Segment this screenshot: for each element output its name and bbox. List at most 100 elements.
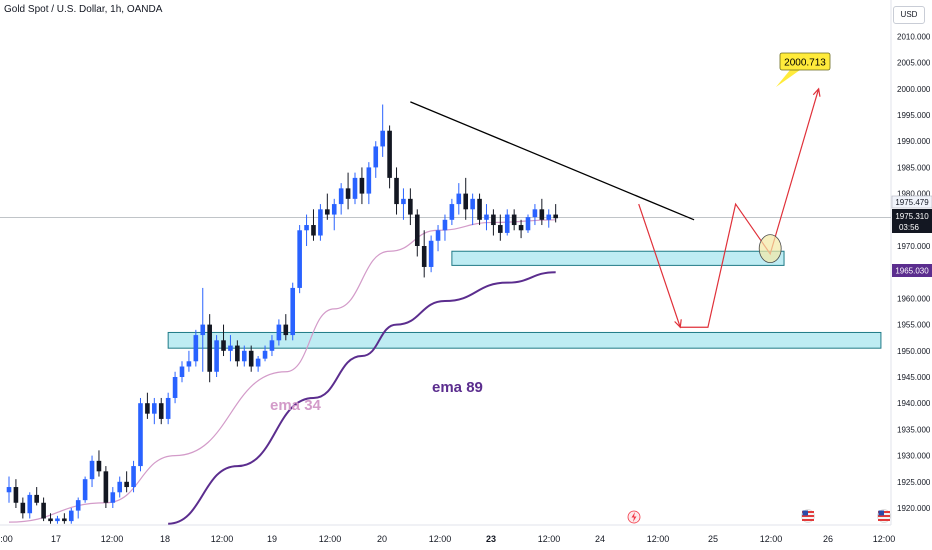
candle [421,230,427,278]
candle [200,287,206,372]
candle [48,513,53,524]
time-axis[interactable]: 2:00 17 12:00 18 12:00 19 12:00 20 12:00 23 12:00 2… [0,534,895,544]
chart-title: Gold Spot / U.S. Dollar, 1h, OANDA [4,4,163,15]
candle [331,198,337,231]
candle [255,356,261,372]
time-tick-label: 18 [160,534,170,544]
candle [338,183,344,215]
ema89-price-tag: 1965.030 [892,264,932,277]
price-tick-label: 1980.000 [897,190,931,199]
candle [504,209,510,236]
candle [387,125,392,189]
price-tick-label: 1960.000 [897,294,931,303]
candle [297,225,302,294]
price-tick-label: 1985.000 [897,163,931,172]
candle [221,324,226,357]
descending-trendline [410,101,695,221]
candle [262,345,268,362]
time-tick-label: 2:00 [0,534,13,544]
time-tick-label: 12:00 [538,534,561,544]
price-tick-label: 1995.000 [897,111,931,120]
candle [394,167,399,215]
currency-selector[interactable]: USD [893,6,925,24]
current-price-value: 1975.479 [895,198,929,207]
projection-arrowheads [674,87,821,329]
candle [456,183,462,215]
price-tick-label: 1950.000 [897,347,931,356]
candle [27,492,33,519]
candle [435,225,441,252]
candle [75,497,81,519]
ema34-label: ema 34 [270,397,322,414]
price-tick-label: 1970.000 [897,242,931,251]
price-tick-label: 2005.000 [897,59,931,68]
time-tick-label: 12:00 [319,534,342,544]
candle [20,497,26,519]
candle [68,508,74,524]
candle [449,198,455,226]
candle [408,188,413,226]
time-tick-label: 12:00 [760,534,783,544]
last-price-tag: 1975.310 03:56 [892,209,932,233]
price-tick-label: 1945.000 [897,373,931,382]
candle [13,479,19,508]
us-flag-event-icon-2[interactable] [877,509,891,523]
price-tick-label: 1955.000 [897,321,931,330]
target-callout-tail [776,70,800,87]
entry-circle [758,234,782,264]
candle [373,141,379,178]
time-tick-label: 12:00 [873,534,896,544]
candle [283,314,289,341]
candle [248,345,254,372]
price-tick-label: 1990.000 [897,137,931,146]
candle [290,282,296,341]
candle [55,515,60,524]
price-tick-label: 1935.000 [897,425,931,434]
candle [193,329,199,367]
candle [546,209,552,228]
us-flag-event-icon[interactable] [801,509,815,523]
time-tick-label: 12:00 [429,534,452,544]
time-tick-label: 19 [267,534,277,544]
candle [539,198,545,226]
arrowhead [812,87,821,97]
candle [103,466,109,508]
candle [366,162,372,205]
projection-path [638,88,820,328]
candle [414,209,420,257]
candle [352,172,358,205]
candle [235,340,240,367]
time-tick-label: 20 [377,534,387,544]
time-tick-label: 26 [823,534,833,544]
target-price-label: 2000.713 [784,58,826,69]
candle [491,209,496,236]
candle [477,193,482,226]
time-tick-label: 24 [595,534,605,544]
candle [228,335,233,362]
candle [145,392,150,419]
time-tick-label: 12:00 [211,534,234,544]
candle [6,476,12,503]
target-callout-box [779,52,831,71]
candle [96,450,102,477]
ema89-line [168,271,556,525]
price-tick-label: 1920.000 [897,504,931,513]
candle [179,361,185,383]
candle [401,188,406,220]
candle [553,204,558,223]
candle [532,204,538,226]
candle [442,214,448,241]
candle [34,487,39,506]
candle [41,497,46,522]
candlesticks [6,104,558,524]
candle [304,214,309,246]
support-zones [167,250,882,349]
price-tick-label: 2010.000 [897,32,931,41]
time-tick-label: 12:00 [647,534,670,544]
candle [359,167,365,205]
last-price-value: 1975.310 [895,212,929,221]
time-tick-label: 25 [708,534,718,544]
ema34-line [8,219,556,523]
economic-event-icon[interactable] [627,510,641,524]
